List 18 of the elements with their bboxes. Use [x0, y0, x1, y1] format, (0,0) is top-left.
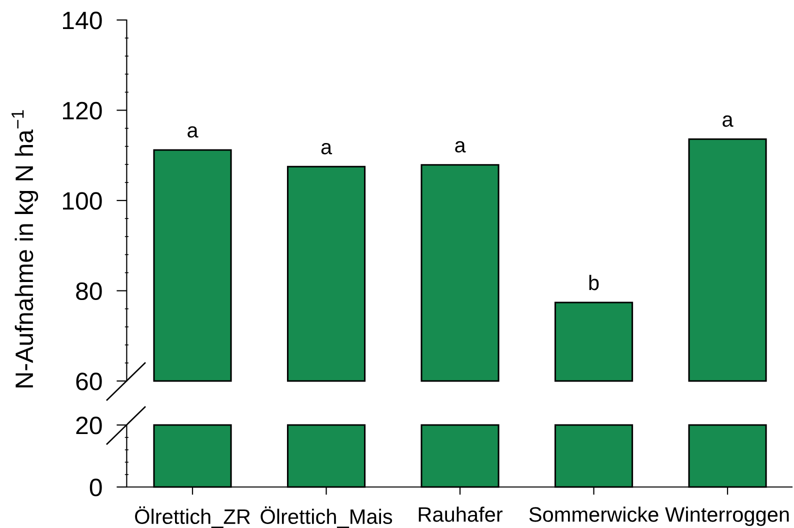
- x-tick-label: Winterroggen: [665, 506, 789, 526]
- y-tick-label: 140: [63, 12, 102, 30]
- y-tick-label: 100: [63, 192, 102, 210]
- y-tick-label: 120: [63, 102, 102, 120]
- annotation: a: [722, 115, 734, 127]
- x-tick-label: Rauhafer: [418, 506, 503, 522]
- y-tick-label: 20: [76, 416, 102, 434]
- annotation: b: [589, 274, 599, 290]
- y-tick-label: 0: [90, 478, 102, 496]
- y-tick-label: 80: [76, 282, 102, 300]
- annotation: a: [188, 126, 198, 138]
- annotation: a: [455, 141, 466, 153]
- y-tick-label: 60: [76, 372, 102, 390]
- x-tick-label: Ölrettich_ZR: [135, 506, 250, 528]
- x-tick-label: Sommerwicke: [529, 506, 658, 522]
- y-axis-title: N-Aufnahme in kg N ha$^{−1}$: [12, 110, 38, 388]
- x-tick-label: Ölrettich_Mais: [260, 506, 392, 528]
- annotation: a: [321, 142, 332, 154]
